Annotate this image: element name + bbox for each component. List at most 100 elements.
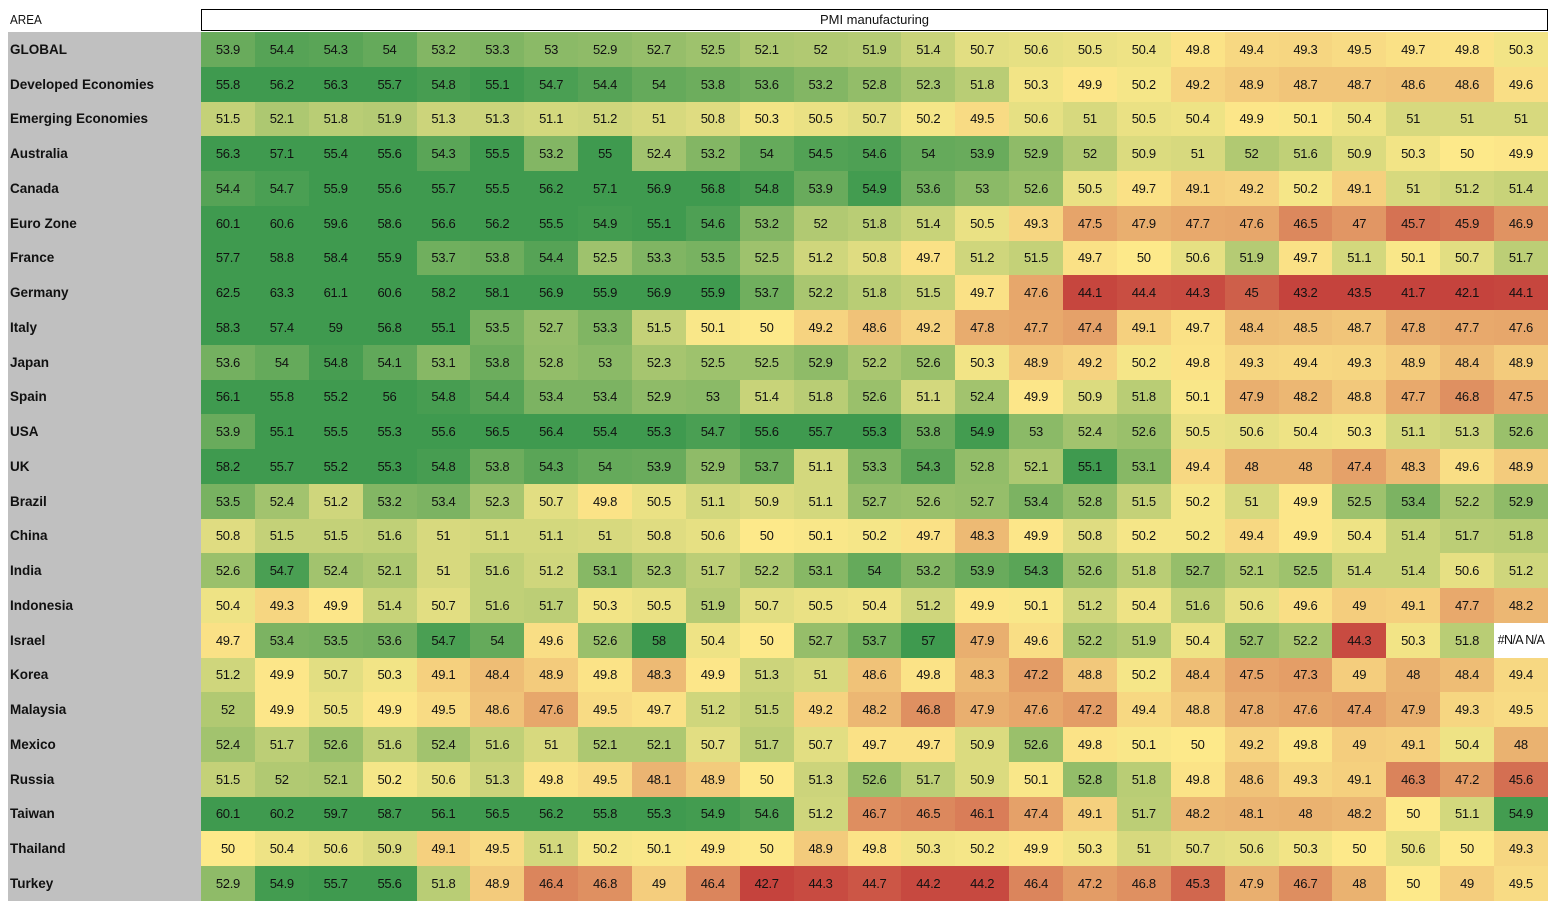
heatmap-cell: 52 (201, 692, 255, 727)
heatmap-cell: 52 (1224, 136, 1279, 171)
heatmap-cell: 51.1 (524, 831, 579, 866)
heatmap-cell: 50.6 (1440, 553, 1494, 588)
heatmap-cell: 53.3 (847, 449, 902, 484)
heatmap-cell: 55.1 (632, 205, 686, 241)
heatmap-cell: 54.8 (416, 379, 471, 415)
heatmap-cell: 51.1 (524, 101, 579, 137)
heatmap-cell: 52.8 (955, 449, 1010, 484)
heatmap-cell: 54.9 (955, 414, 1010, 449)
heatmap-cell: 53.5 (470, 310, 525, 345)
heatmap-cell: 51.6 (362, 518, 417, 554)
heatmap-cell: 52.9 (793, 344, 848, 380)
row-label: Spain (8, 379, 201, 415)
heatmap-cell: 48.3 (955, 518, 1010, 554)
heatmap-cell: 51 (1440, 101, 1494, 137)
heatmap-cell: 52.6 (308, 727, 363, 762)
heatmap-cell: 52.2 (1278, 622, 1333, 658)
heatmap-cell: 51.2 (1440, 171, 1494, 206)
heatmap-cell: 50.2 (362, 761, 417, 797)
heatmap-cell: 51.1 (524, 518, 579, 554)
heatmap-cell: 55.3 (362, 449, 417, 484)
row-taiwan: Taiwan 60.1 60.2 59.7 58.7 56.1 56.5 56.2 55.8 55… (8, 796, 1548, 832)
heatmap-cell: 53.4 (1386, 483, 1441, 519)
heatmap-cell: 52.9 (578, 32, 632, 67)
heatmap-cell: 51.2 (901, 588, 956, 623)
heatmap-cell: 50.2 (578, 831, 632, 866)
heatmap-cell: 52.4 (201, 727, 255, 762)
heatmap-cell: 51.4 (1332, 553, 1387, 588)
heatmap-cell: 50.9 (955, 727, 1010, 762)
heatmap-cell: 51 (1063, 101, 1117, 137)
heatmap-cell: 50.4 (1116, 32, 1171, 67)
heatmap-cell: 58.6 (362, 205, 417, 241)
row-label: Canada (8, 171, 201, 206)
heatmap-cell: 53.4 (1009, 483, 1063, 519)
heatmap-cell: 53.6 (362, 622, 417, 658)
heatmap-cell: 54.9 (1494, 796, 1548, 832)
heatmap-cell: 49.9 (362, 692, 417, 727)
heatmap-cell: 52.5 (1332, 483, 1387, 519)
heatmap-cell: 54.3 (901, 449, 956, 484)
heatmap-cell: 50.3 (1278, 831, 1333, 866)
heatmap-cell: 49.3 (1224, 344, 1279, 380)
heatmap-cell: 55.1 (254, 414, 309, 449)
heatmap-cell: 51.1 (470, 518, 525, 554)
heatmap-cell: 49.6 (1009, 622, 1063, 658)
heatmap-cell: 56.2 (524, 171, 579, 206)
heatmap-cell: 49.7 (1386, 32, 1441, 67)
heatmap-cell: 44.7 (847, 866, 902, 901)
row-uk: UK 58.2 55.7 55.2 55.3 54.8 53.8 54.3 54 53.9 52.9… (8, 449, 1548, 484)
heatmap-cell: 53.5 (685, 240, 740, 276)
heatmap-cell: 54 (578, 449, 632, 484)
heatmap-cell: 50.1 (1116, 727, 1171, 762)
heatmap-cell: 52.2 (1063, 622, 1117, 658)
heatmap-cell: 45 (1224, 275, 1279, 310)
heatmap-cell: 55.9 (308, 171, 363, 206)
heatmap-cell: 51.2 (201, 657, 255, 693)
heatmap-cell: 49.2 (1224, 171, 1279, 206)
heatmap-cell: 53.9 (955, 136, 1010, 171)
heatmap-cell: 55.1 (416, 310, 471, 345)
heatmap-cell: 52.6 (847, 761, 902, 797)
heatmap-cell: 48.3 (955, 657, 1010, 693)
heatmap-cell: 50.8 (632, 518, 686, 554)
heatmap-cell: 53.2 (793, 66, 848, 102)
heatmap-cell: 50.6 (1224, 588, 1279, 623)
heatmap-cell: 50.6 (308, 831, 363, 866)
heatmap-cell: 54.9 (578, 205, 632, 241)
heatmap-cell: 46.5 (901, 796, 956, 832)
heatmap-cell: 49.1 (1386, 588, 1441, 623)
heatmap-cell: 51.2 (793, 240, 848, 276)
heatmap-cell: 49.8 (1063, 727, 1117, 762)
heatmap-cell: 52.8 (1063, 761, 1117, 797)
heatmap-cell: 52.8 (847, 66, 902, 102)
heatmap-cell: 52.7 (632, 32, 686, 67)
heatmap-cell: 50.7 (685, 727, 740, 762)
heatmap-cell: 56.2 (524, 796, 579, 832)
heatmap-cell: 53.7 (739, 275, 794, 310)
heatmap-cell: 52.3 (901, 66, 956, 102)
heatmap-cell: 51.8 (1494, 518, 1548, 554)
heatmap-cell: 42.1 (1440, 275, 1494, 310)
heatmap-cell: 50.6 (685, 518, 740, 554)
heatmap-cell: 51.9 (362, 101, 417, 137)
heatmap-cell: 44.3 (793, 866, 848, 901)
heatmap-cell: 51.4 (901, 205, 956, 241)
heatmap-cell: 51.8 (793, 379, 848, 415)
heatmap-cell: 49.9 (254, 657, 309, 693)
heatmap-cell: 41.7 (1386, 275, 1441, 310)
heatmap-cell: 50.2 (1278, 171, 1333, 206)
heatmap-cell: 48.6 (847, 310, 902, 345)
heatmap-cell: 49.8 (1170, 761, 1225, 797)
heatmap-cell: 49.9 (1278, 483, 1333, 519)
heatmap-cell: 51.4 (362, 588, 417, 623)
heatmap-cell: 49.3 (254, 588, 309, 623)
heatmap-cell: 59 (308, 310, 363, 345)
row-label: Emerging Economies (8, 101, 201, 137)
heatmap-cell: 52.2 (1440, 483, 1494, 519)
heatmap-cell: 49.1 (416, 657, 471, 693)
heatmap-cell: 48.9 (1386, 344, 1441, 380)
heatmap-cell: 49.5 (578, 692, 632, 727)
heatmap-cell: 52.7 (1170, 553, 1225, 588)
heatmap-cell: 49.9 (685, 831, 740, 866)
